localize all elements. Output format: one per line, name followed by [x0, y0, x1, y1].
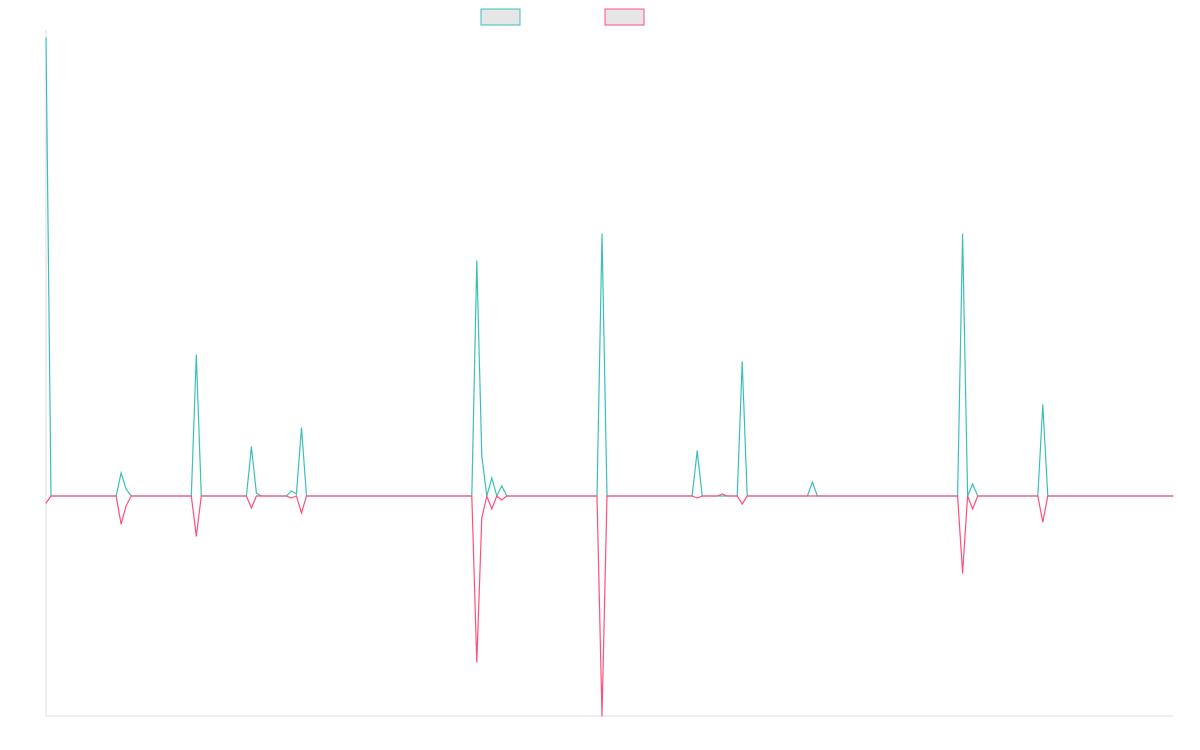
series-2-point-43	[1042, 521, 1044, 523]
series-1-point-3	[120, 472, 122, 474]
series-2-point-18	[476, 661, 478, 663]
legend-swatch-series-2[interactable]	[604, 8, 645, 26]
series-1-point-36	[811, 481, 814, 483]
series-2-point-4	[125, 505, 127, 507]
series-1-point-39	[962, 233, 964, 235]
series-1-point-22	[491, 477, 493, 479]
series-2-point-11	[255, 495, 257, 497]
series-2-point-45	[1172, 495, 1174, 497]
series-2-point-10	[250, 507, 252, 509]
series-1-point-20	[481, 455, 483, 457]
series-1-point-24	[501, 485, 503, 487]
series-2-point-36	[746, 495, 748, 497]
series-2-point-23	[501, 499, 503, 501]
series-1-point-7	[195, 354, 197, 356]
series-2-point-17	[471, 495, 473, 497]
series-1-point-44	[1042, 404, 1044, 406]
series-2-point-41	[977, 495, 979, 497]
series-2-point-22	[496, 495, 498, 497]
series-1-point-10	[250, 446, 252, 448]
series-2-point-35	[741, 503, 743, 505]
series-1-point-0	[45, 37, 47, 39]
series-2-point-30	[701, 495, 703, 497]
series-2-point-21	[491, 508, 493, 510]
series-2-point-24	[506, 495, 508, 497]
series-2-point-13	[290, 497, 292, 499]
series-1-point-14	[290, 490, 292, 492]
series-1-point-4	[125, 488, 127, 490]
series-2-point-12	[285, 495, 287, 497]
series-1-point-11	[255, 492, 257, 494]
series-2-point-28	[691, 495, 693, 497]
series-1-point-41	[972, 483, 974, 485]
series-2-point-19	[481, 517, 483, 519]
series-2-point-34	[736, 495, 738, 497]
series-2-point-9	[245, 495, 247, 497]
series-2-point-1	[50, 495, 52, 497]
series-1-point-30	[696, 450, 698, 452]
series-2-point-32	[721, 493, 723, 495]
series-2-point-20	[486, 495, 488, 497]
series-1-point-16	[300, 427, 303, 429]
series-2-point-37	[957, 495, 959, 497]
series-1-point-15	[295, 493, 297, 495]
series-2-point-25	[596, 495, 598, 497]
series-2-line	[45, 493, 1173, 717]
series-2-point-44	[1047, 495, 1049, 497]
series-2	[45, 493, 1174, 717]
series-2-point-2	[115, 495, 117, 497]
series-2-point-40	[972, 508, 974, 510]
series-1-point-33	[741, 361, 743, 363]
series-2-point-5	[130, 495, 132, 497]
series-2-point-6	[190, 495, 192, 497]
series-1	[45, 37, 1174, 498]
series-2-point-15	[300, 512, 303, 514]
series-2-point-7	[195, 535, 197, 537]
legend-swatch-series-1[interactable]	[480, 8, 521, 26]
series-2-point-27	[606, 495, 608, 497]
series-2-point-26	[601, 715, 603, 717]
series-2-point-39	[967, 495, 969, 497]
series-2-point-16	[305, 495, 308, 497]
series-2-point-38	[962, 572, 964, 574]
series-1-point-27	[601, 233, 603, 235]
series-layer	[45, 37, 1174, 717]
series-1-point-19	[476, 260, 478, 262]
series-2-point-14	[295, 495, 297, 497]
legend	[480, 8, 645, 26]
series-2-point-0	[45, 502, 47, 504]
series-2-point-31	[716, 495, 718, 497]
series-2-point-8	[200, 495, 202, 497]
series-1-line	[45, 37, 1173, 498]
series-2-point-3	[120, 523, 122, 525]
series-2-point-42	[1037, 495, 1039, 497]
series-2-point-33	[726, 495, 728, 497]
series-2-point-29	[696, 497, 698, 499]
